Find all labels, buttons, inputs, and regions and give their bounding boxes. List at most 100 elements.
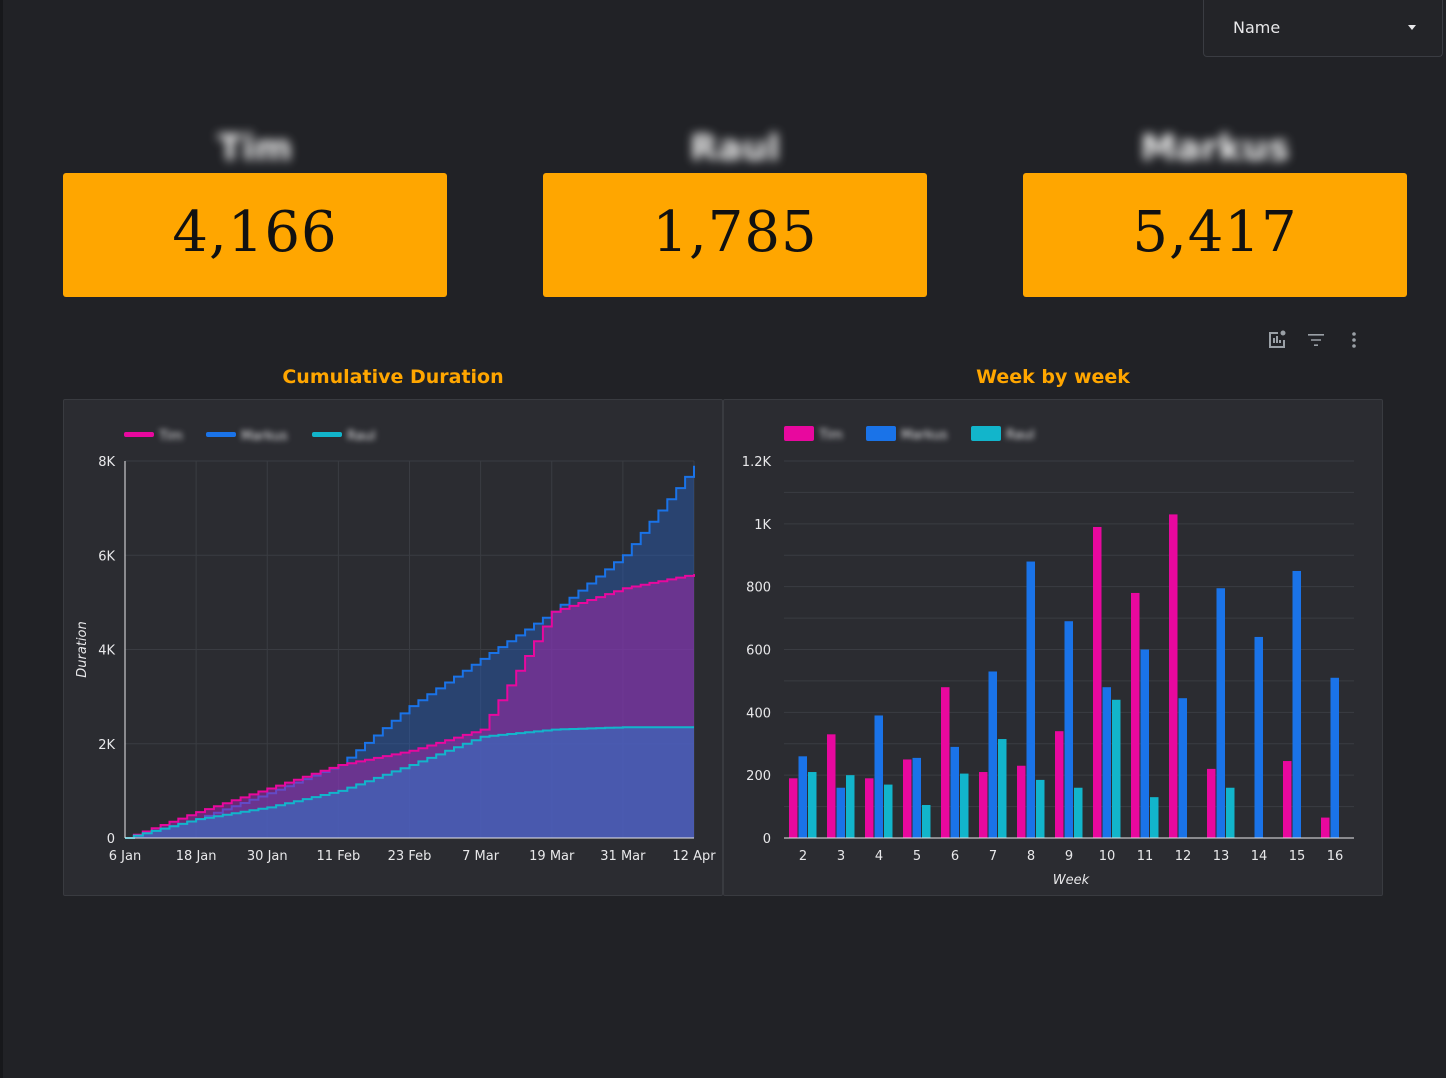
caret-down-icon: [1408, 25, 1416, 30]
bar-markus: [1026, 561, 1035, 838]
kpi-name-tim: Tim: [217, 128, 293, 169]
weekly-chart-title: Week by week: [976, 366, 1130, 388]
weekly-bar-chart: 0 200 400 600 800 1K 1.2K 2 3 4 5 6 7 8 9 10 11 12 13 14 15 1…: [742, 426, 1354, 888]
x-tick-label: 5: [913, 849, 921, 864]
bar-raul: [1074, 787, 1083, 838]
dropdown-label: Name: [1233, 18, 1281, 37]
explore-chart-icon[interactable]: [1265, 328, 1289, 352]
bar-tim: [903, 759, 912, 838]
x-tick-label: 19 Mar: [529, 849, 575, 864]
x-tick-label: 6: [951, 849, 959, 864]
x-tick-label: 12 Apr: [672, 849, 716, 864]
x-tick-label: 4: [875, 849, 883, 864]
bar-tim: [1055, 731, 1064, 838]
bar-markus: [874, 715, 883, 838]
bar-tim: [1207, 768, 1216, 838]
bar-tim: [1321, 817, 1330, 838]
legend-swatch-markus: [206, 432, 236, 437]
bar-tim: [941, 687, 950, 838]
legend-swatch-raul: [971, 426, 1001, 441]
filter-icon[interactable]: [1304, 328, 1328, 352]
cumulative-chart-panel: 0 2K 4K 6K 8K 6 Jan 18 Jan 30 Jan 11 Feb 23 Feb 7 …: [63, 399, 723, 896]
bar-raul: [1036, 779, 1045, 838]
bar-markus: [1064, 621, 1073, 838]
bar-markus: [1102, 687, 1111, 838]
bar-markus: [988, 671, 997, 838]
bar-raul: [1226, 787, 1235, 838]
y-tick-label: 400: [746, 706, 771, 721]
y-axis-label: Duration: [75, 621, 90, 677]
kpi-value: 5,417: [1132, 200, 1298, 265]
bar-markus: [1140, 649, 1149, 838]
y-tick-label: 0: [107, 832, 115, 847]
y-tick-label: 600: [746, 644, 771, 659]
name-filter-dropdown[interactable]: Name: [1203, 0, 1443, 57]
legend-label-tim: Tim: [818, 428, 843, 443]
x-tick-label: 16: [1327, 849, 1344, 864]
x-tick-label: 14: [1251, 849, 1268, 864]
x-tick-label: 12: [1175, 849, 1192, 864]
bar-raul: [884, 784, 893, 838]
x-tick-label: 23 Feb: [388, 849, 432, 864]
y-tick-label: 0: [763, 832, 771, 847]
x-tick-label: 2: [799, 849, 807, 864]
x-tick-label: 3: [837, 849, 845, 864]
y-tick-label: 1.2K: [742, 455, 772, 470]
legend-label-markus: Markus: [241, 429, 288, 444]
y-tick-label: 200: [746, 769, 771, 784]
y-tick-label: 2K: [98, 738, 115, 753]
series-line-tim: [125, 574, 695, 839]
legend-swatch-raul: [312, 432, 342, 437]
bar-tim: [1283, 761, 1292, 838]
y-tick-label: 8K: [98, 455, 115, 470]
kpi-name-markus: Markus: [1140, 128, 1290, 169]
bar-markus: [1330, 677, 1339, 838]
bar-tim: [1131, 592, 1140, 838]
kpi-value: 1,785: [652, 200, 818, 265]
kpi-card-tim: 4,166: [63, 173, 447, 297]
weekly-chart-panel: 0 200 400 600 800 1K 1.2K 2 3 4 5 6 7 8 9 10 11 12 13 14 15 1…: [723, 399, 1383, 896]
bar-raul: [1112, 699, 1121, 838]
bar-tim: [979, 772, 988, 838]
legend-label-raul: Raul: [347, 429, 376, 444]
x-tick-label: 7: [989, 849, 997, 864]
bar-raul: [808, 772, 817, 838]
bar-markus: [1292, 570, 1301, 838]
x-tick-label: 18 Jan: [176, 849, 217, 864]
x-tick-label: 10: [1099, 849, 1116, 864]
kpi-card-markus: 5,417: [1023, 173, 1407, 297]
bar-markus: [1254, 636, 1263, 838]
bar-markus: [1216, 588, 1225, 838]
y-tick-label: 4K: [98, 644, 115, 659]
legend-label-markus: Markus: [901, 428, 948, 443]
bar-tim: [1093, 526, 1102, 838]
kpi-card-raul: 1,785: [543, 173, 927, 297]
bar-tim: [1017, 765, 1026, 838]
x-tick-label: 30 Jan: [247, 849, 288, 864]
x-axis-label: Week: [1053, 873, 1090, 888]
bar-raul: [1150, 797, 1159, 838]
x-tick-label: 6 Jan: [109, 849, 141, 864]
bar-tim: [865, 778, 874, 838]
cumulative-chart-title: Cumulative Duration: [282, 366, 504, 388]
legend-swatch-tim: [784, 426, 814, 441]
x-tick-label: 15: [1289, 849, 1306, 864]
bar-tim: [789, 778, 798, 838]
y-tick-label: 1K: [754, 518, 771, 533]
legend-swatch-tim: [124, 432, 154, 437]
bar-raul: [998, 739, 1007, 838]
bar-markus: [950, 746, 959, 838]
x-tick-label: 11 Feb: [317, 849, 361, 864]
bar-markus: [798, 756, 807, 838]
legend-label-raul: Raul: [1006, 428, 1035, 443]
y-tick-label: 6K: [98, 549, 115, 564]
more-vert-icon[interactable]: [1342, 328, 1366, 352]
kpi-value: 4,166: [172, 200, 338, 265]
bar-markus: [1178, 698, 1187, 838]
x-tick-label: 31 Mar: [600, 849, 646, 864]
x-tick-label: 8: [1027, 849, 1035, 864]
bar-raul: [846, 775, 855, 838]
series-line-raul: [125, 726, 694, 839]
legend-label-tim: Tim: [158, 429, 183, 444]
bar-tim: [827, 734, 836, 838]
